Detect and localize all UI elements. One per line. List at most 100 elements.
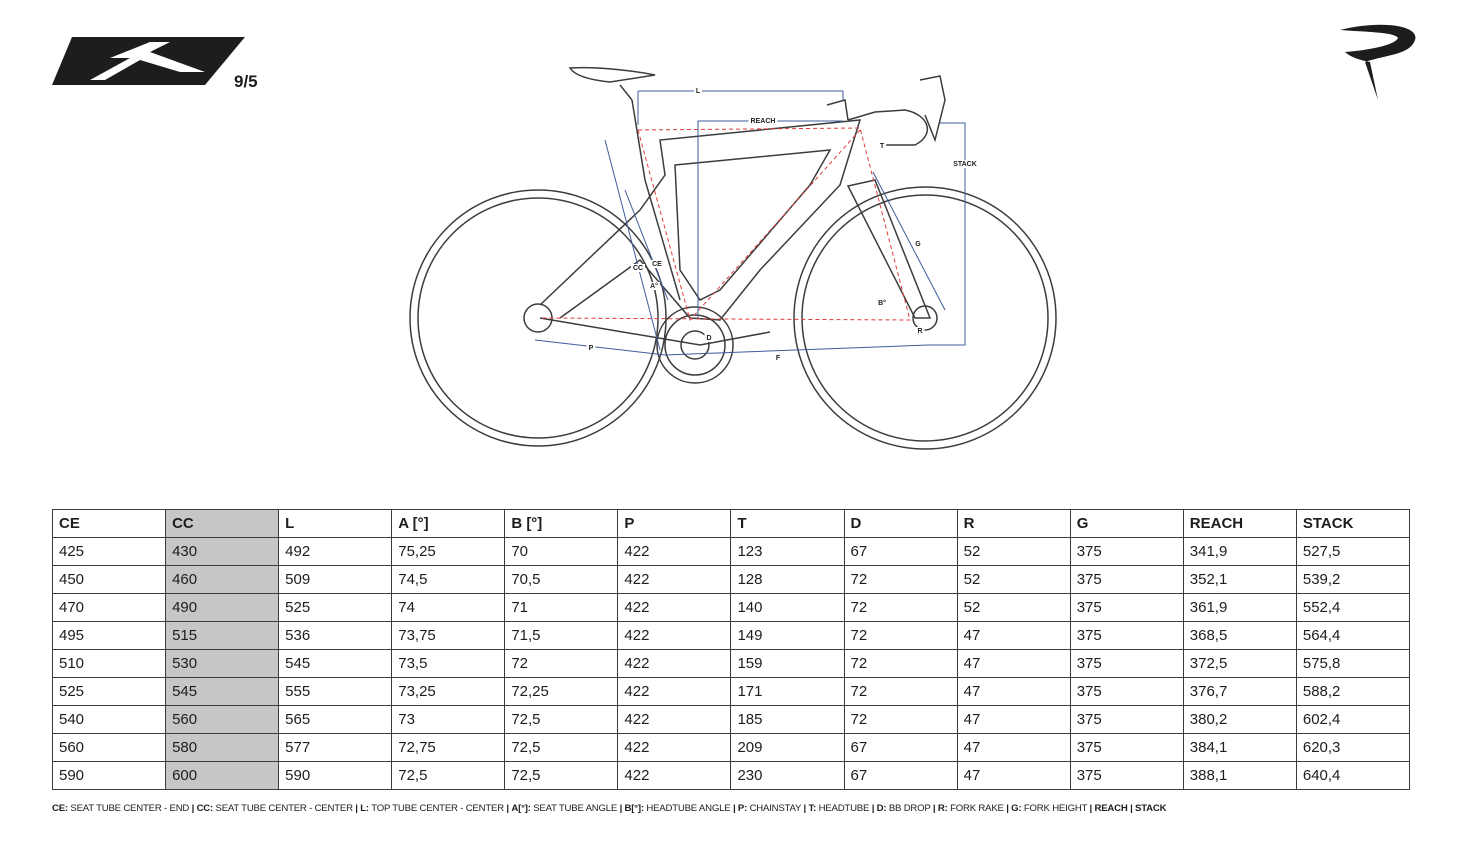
table-row: 510 530 545 73,5 72 422 159 72 47 375 372,5 575,8 (51, 649, 1411, 678)
table-cell: 580 (165, 733, 280, 762)
table-cell: 376,7 (1182, 677, 1297, 706)
table-cell: 422 (617, 593, 732, 622)
column-header: P (617, 509, 732, 538)
logo-x-mark (90, 42, 205, 80)
table-row: 425 430 492 75,25 70 422 123 67 52 375 341,9 527,5 (51, 537, 1411, 566)
table-cell: 552,4 (1295, 593, 1411, 622)
table-cell: 545 (165, 677, 280, 706)
table-cell: 375 (1069, 649, 1184, 678)
table-cell: 602,4 (1295, 705, 1411, 734)
legend-key: D: (876, 803, 887, 814)
table-cell: 590 (51, 761, 167, 790)
table-cell: 52 (956, 565, 1071, 594)
legend-key: G: (1011, 803, 1022, 814)
table-cell: 539,2 (1295, 565, 1411, 594)
table-cell: 588,2 (1295, 677, 1411, 706)
table-cell: 72,5 (504, 705, 619, 734)
legend-text: FORK RAKE (950, 803, 1004, 814)
label-bg (704, 334, 714, 342)
dimension-label: A° (650, 282, 658, 290)
column-header: CC (165, 509, 280, 538)
table-cell: 430 (165, 537, 280, 566)
table-cell: 128 (730, 565, 845, 594)
table-cell: 209 (730, 733, 845, 762)
table-cell: 72 (504, 649, 619, 678)
table-cell: 620,3 (1295, 733, 1411, 762)
table-cell: 72 (843, 621, 958, 650)
table-cell: 555 (278, 677, 393, 706)
table-cell: 52 (956, 537, 1071, 566)
legend-key: R: (937, 803, 948, 814)
table-cell: 422 (617, 705, 732, 734)
label-bg (773, 354, 783, 362)
table-row: 540 560 565 73 72,5 422 185 72 47 375 380,2 602,4 (51, 705, 1411, 734)
table-cell: 422 (617, 565, 732, 594)
table-cell: 73,5 (391, 649, 506, 678)
table-cell: 185 (730, 705, 845, 734)
table-cell: 375 (1069, 761, 1184, 790)
dimension-label: CE (652, 261, 662, 268)
table-cell: 470 (51, 593, 167, 622)
legend-key: CC: (196, 803, 214, 814)
table-cell: 47 (956, 733, 1071, 762)
table-cell: 52 (956, 593, 1071, 622)
column-header: A [°] (391, 509, 506, 538)
table-cell: 425 (51, 537, 167, 566)
legend-key: T: (808, 803, 817, 814)
table-row: 450 460 509 74,5 70,5 422 128 72 52 375 352,1 539,2 (51, 565, 1411, 594)
column-header: CE (51, 509, 167, 538)
label-bg (650, 260, 664, 268)
table-cell: 525 (51, 677, 167, 706)
drawing: 9/5 L REACH STACK T G CC CE A° B° P F D R (52, 24, 1416, 450)
model-number: 9/5 (234, 72, 258, 91)
table-cell: 530 (165, 649, 280, 678)
table-row: 525 545 555 73,25 72,25 422 171 72 47 375 376,7 588… (51, 677, 1411, 706)
table-cell: 352,1 (1182, 565, 1297, 594)
legend-key: B[°]: (624, 803, 645, 814)
table-cell: 73,25 (391, 677, 506, 706)
table-cell: 560 (51, 733, 167, 762)
table-cell: 361,9 (1182, 593, 1297, 622)
legend-separator: | (355, 803, 358, 814)
table-cell: 372,5 (1182, 649, 1297, 678)
legend-separator: | (1130, 803, 1133, 814)
table-cell: 72 (843, 705, 958, 734)
table-cell: 171 (730, 677, 845, 706)
column-header: G (1069, 509, 1184, 538)
dimension-label: R (917, 328, 922, 335)
table-cell: 422 (617, 677, 732, 706)
column-header: T (730, 509, 845, 538)
table-cell: 525 (278, 593, 393, 622)
legend-separator: | (803, 803, 807, 814)
table-cell: 380,2 (1182, 705, 1297, 734)
dimension-label: STACK (953, 161, 977, 168)
legend-separator: | (932, 803, 936, 814)
legend-text: TOP TUBE CENTER - CENTER (371, 803, 504, 814)
column-header: D (843, 509, 958, 538)
table-cell: 47 (956, 677, 1071, 706)
legend-separator: | (191, 803, 195, 814)
table-cell: 490 (165, 593, 280, 622)
label-bg (748, 117, 778, 125)
legend-separator: | (1089, 803, 1093, 814)
table-cell: 545 (278, 649, 393, 678)
column-header: L (278, 509, 393, 538)
table-cell: 67 (843, 761, 958, 790)
table-cell: 341,9 (1182, 537, 1297, 566)
table-cell: 560 (165, 705, 280, 734)
table-cell: 460 (165, 565, 280, 594)
dimension-label: REACH (751, 118, 776, 125)
table-cell: 230 (730, 761, 845, 790)
table-cell: 72,5 (504, 761, 619, 790)
dimension-label: D (706, 335, 711, 342)
bike (409, 66, 1057, 450)
table-cell: 140 (730, 593, 845, 622)
legend-text: CHAINSTAY (749, 803, 802, 814)
table-cell: 67 (843, 733, 958, 762)
legend: CE: SEAT TUBE CENTER - END | CC: SEAT TU… (52, 803, 1167, 814)
brand-logo (1340, 24, 1416, 100)
table-cell: 527,5 (1295, 537, 1411, 566)
table-row: 470 490 525 74 71 422 140 72 52 375 361,9 552,4 (51, 593, 1411, 622)
table-cell: 515 (165, 621, 280, 650)
table-cell: 450 (51, 565, 167, 594)
